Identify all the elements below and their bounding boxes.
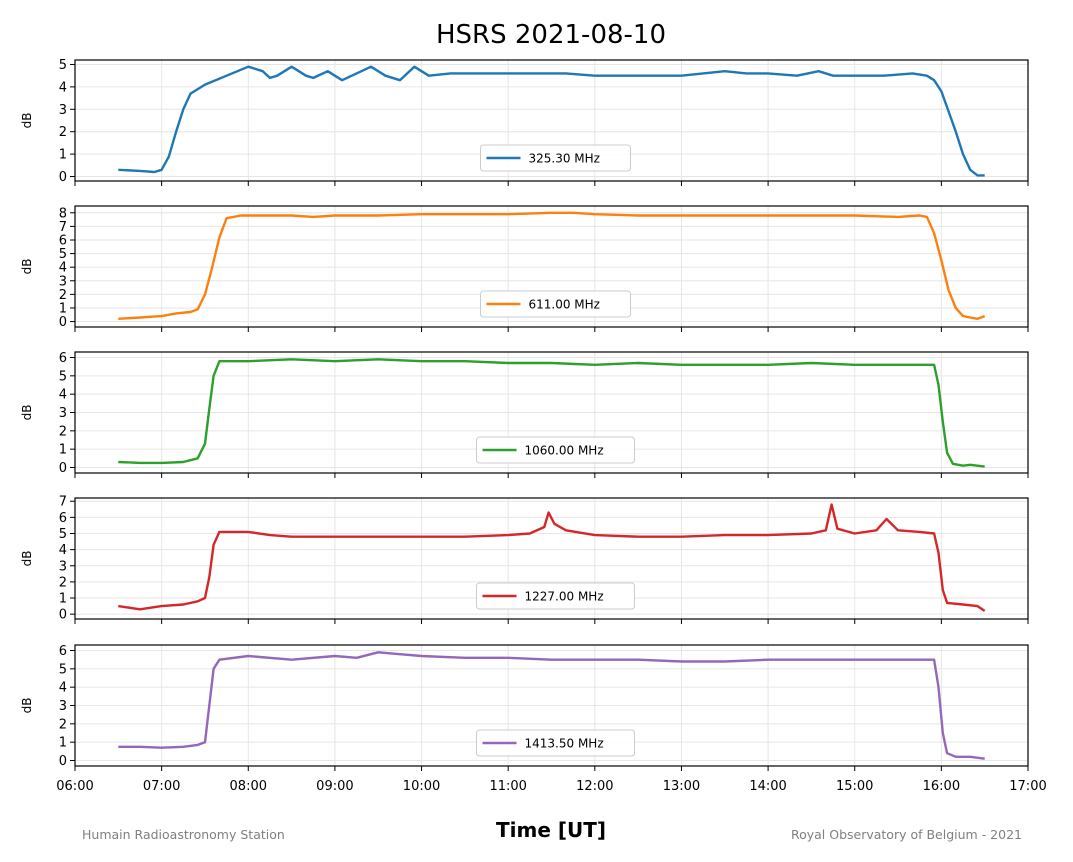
legend-label: 1060.00 MHz [525, 444, 604, 458]
y-tick-label: 1 [59, 148, 67, 163]
y-tick-label: 6 [59, 511, 67, 526]
y-axis-label: dB [20, 113, 34, 129]
legend: 1413.50 MHz [476, 729, 635, 757]
y-tick-label: 5 [59, 369, 67, 384]
legend-box [480, 290, 631, 318]
y-tick-label: 5 [59, 58, 67, 73]
y-axis-label: dB [20, 405, 34, 421]
grid-lines [74, 206, 1029, 327]
y-tick-label: 4 [59, 80, 67, 95]
panel-frame [74, 59, 1029, 182]
y-tick-label: 7 [59, 495, 67, 510]
panel-1: 0 1 2 3 4 5 dB 325.30 MHz [20, 58, 1029, 186]
y-tick-label: 0 [59, 170, 67, 185]
y-tick-label: 1 [59, 443, 67, 458]
y-tick-label: 6 [59, 644, 67, 659]
y-tick-label: 5 [59, 662, 67, 677]
series-line [118, 651, 985, 760]
y-tick-label: 2 [59, 717, 67, 732]
x-tick-label: 17:00 [1009, 779, 1046, 794]
y-tick-label: 6 [59, 351, 67, 366]
x-tick-label: 13:00 [663, 779, 700, 794]
series-line [118, 358, 985, 468]
y-axis-label: dB [20, 698, 34, 714]
y-tick-label: 3 [59, 406, 67, 421]
panel-5: 0 1 2 3 4 5 6 dB 1413.50 MHz [20, 644, 1029, 771]
y-tick-label: 3 [59, 274, 67, 289]
y-tick-label: 4 [59, 681, 67, 696]
panel-frame [74, 205, 1029, 328]
y-tick-label: 5 [59, 247, 67, 262]
y-tick-label: 0 [59, 754, 67, 769]
y-tick-label: 4 [59, 388, 67, 403]
legend-box [476, 729, 635, 757]
y-tick-label: 1 [59, 301, 67, 316]
y-tick-label: 4 [59, 543, 67, 558]
legend-label: 325.30 MHz [529, 152, 600, 166]
y-tick-label: 3 [59, 699, 67, 714]
y-tick-label: 7 [59, 220, 67, 235]
y-axis-label: dB [20, 551, 34, 567]
x-tick-label: 09:00 [316, 779, 353, 794]
y-tick-label: 0 [59, 315, 67, 330]
panel-3: 0 1 2 3 4 5 6 dB 1060.00 MHz [20, 351, 1029, 478]
legend-label: 611.00 MHz [529, 298, 600, 312]
y-tick-label: 8 [59, 206, 67, 221]
legend: 1060.00 MHz [476, 436, 635, 464]
y-axis-label: dB [20, 259, 34, 275]
legend-label: 1413.50 MHz [525, 737, 604, 751]
legend: 325.30 MHz [480, 144, 631, 172]
y-tick-label: 2 [59, 288, 67, 303]
footer-right: Royal Observatory of Belgium - 2021 [791, 827, 1022, 842]
x-tick-label: 12:00 [576, 779, 613, 794]
y-tick-label: 2 [59, 575, 67, 590]
legend-box [480, 144, 631, 172]
legend-box [476, 436, 635, 464]
y-tick-label: 0 [59, 461, 67, 476]
x-tick-label: 07:00 [143, 779, 180, 794]
y-tick-label: 1 [59, 592, 67, 607]
legend: 1227.00 MHz [476, 582, 635, 610]
panel-frame [74, 497, 1029, 620]
x-tick-label: 06:00 [56, 779, 93, 794]
y-tick-label: 3 [59, 559, 67, 574]
x-tick-label: 08:00 [230, 779, 267, 794]
legend-label: 1227.00 MHz [525, 590, 604, 604]
y-tick-label: 4 [59, 261, 67, 276]
y-tick-label: 0 [59, 608, 67, 623]
x-axis-label: Time [UT] [496, 818, 606, 842]
x-tick-label: 15:00 [836, 779, 873, 794]
y-tick-label: 6 [59, 233, 67, 248]
chart-title: HSRS 2021-08-10 [436, 20, 666, 50]
y-tick-label: 1 [59, 736, 67, 751]
x-axis-ticks: 06:00 07:00 08:00 09:00 10:00 11:00 12:00 13:00… [56, 779, 1046, 794]
y-tick-label: 2 [59, 125, 67, 140]
series-line [118, 211, 986, 320]
x-tick-label: 11:00 [489, 779, 526, 794]
legend: 611.00 MHz [480, 290, 631, 318]
series-line [118, 65, 985, 177]
x-tick-label: 16:00 [923, 779, 960, 794]
footer-left: Humain Radioastronomy Station [82, 827, 285, 842]
series-line [118, 503, 986, 612]
y-tick-label: 5 [59, 527, 67, 542]
y-tick-label: 2 [59, 424, 67, 439]
grid-lines [74, 645, 1029, 766]
x-tick-label: 14:00 [749, 779, 786, 794]
x-tick-label: 10:00 [403, 779, 440, 794]
y-tick-label: 3 [59, 103, 67, 118]
legend-box [476, 582, 635, 610]
